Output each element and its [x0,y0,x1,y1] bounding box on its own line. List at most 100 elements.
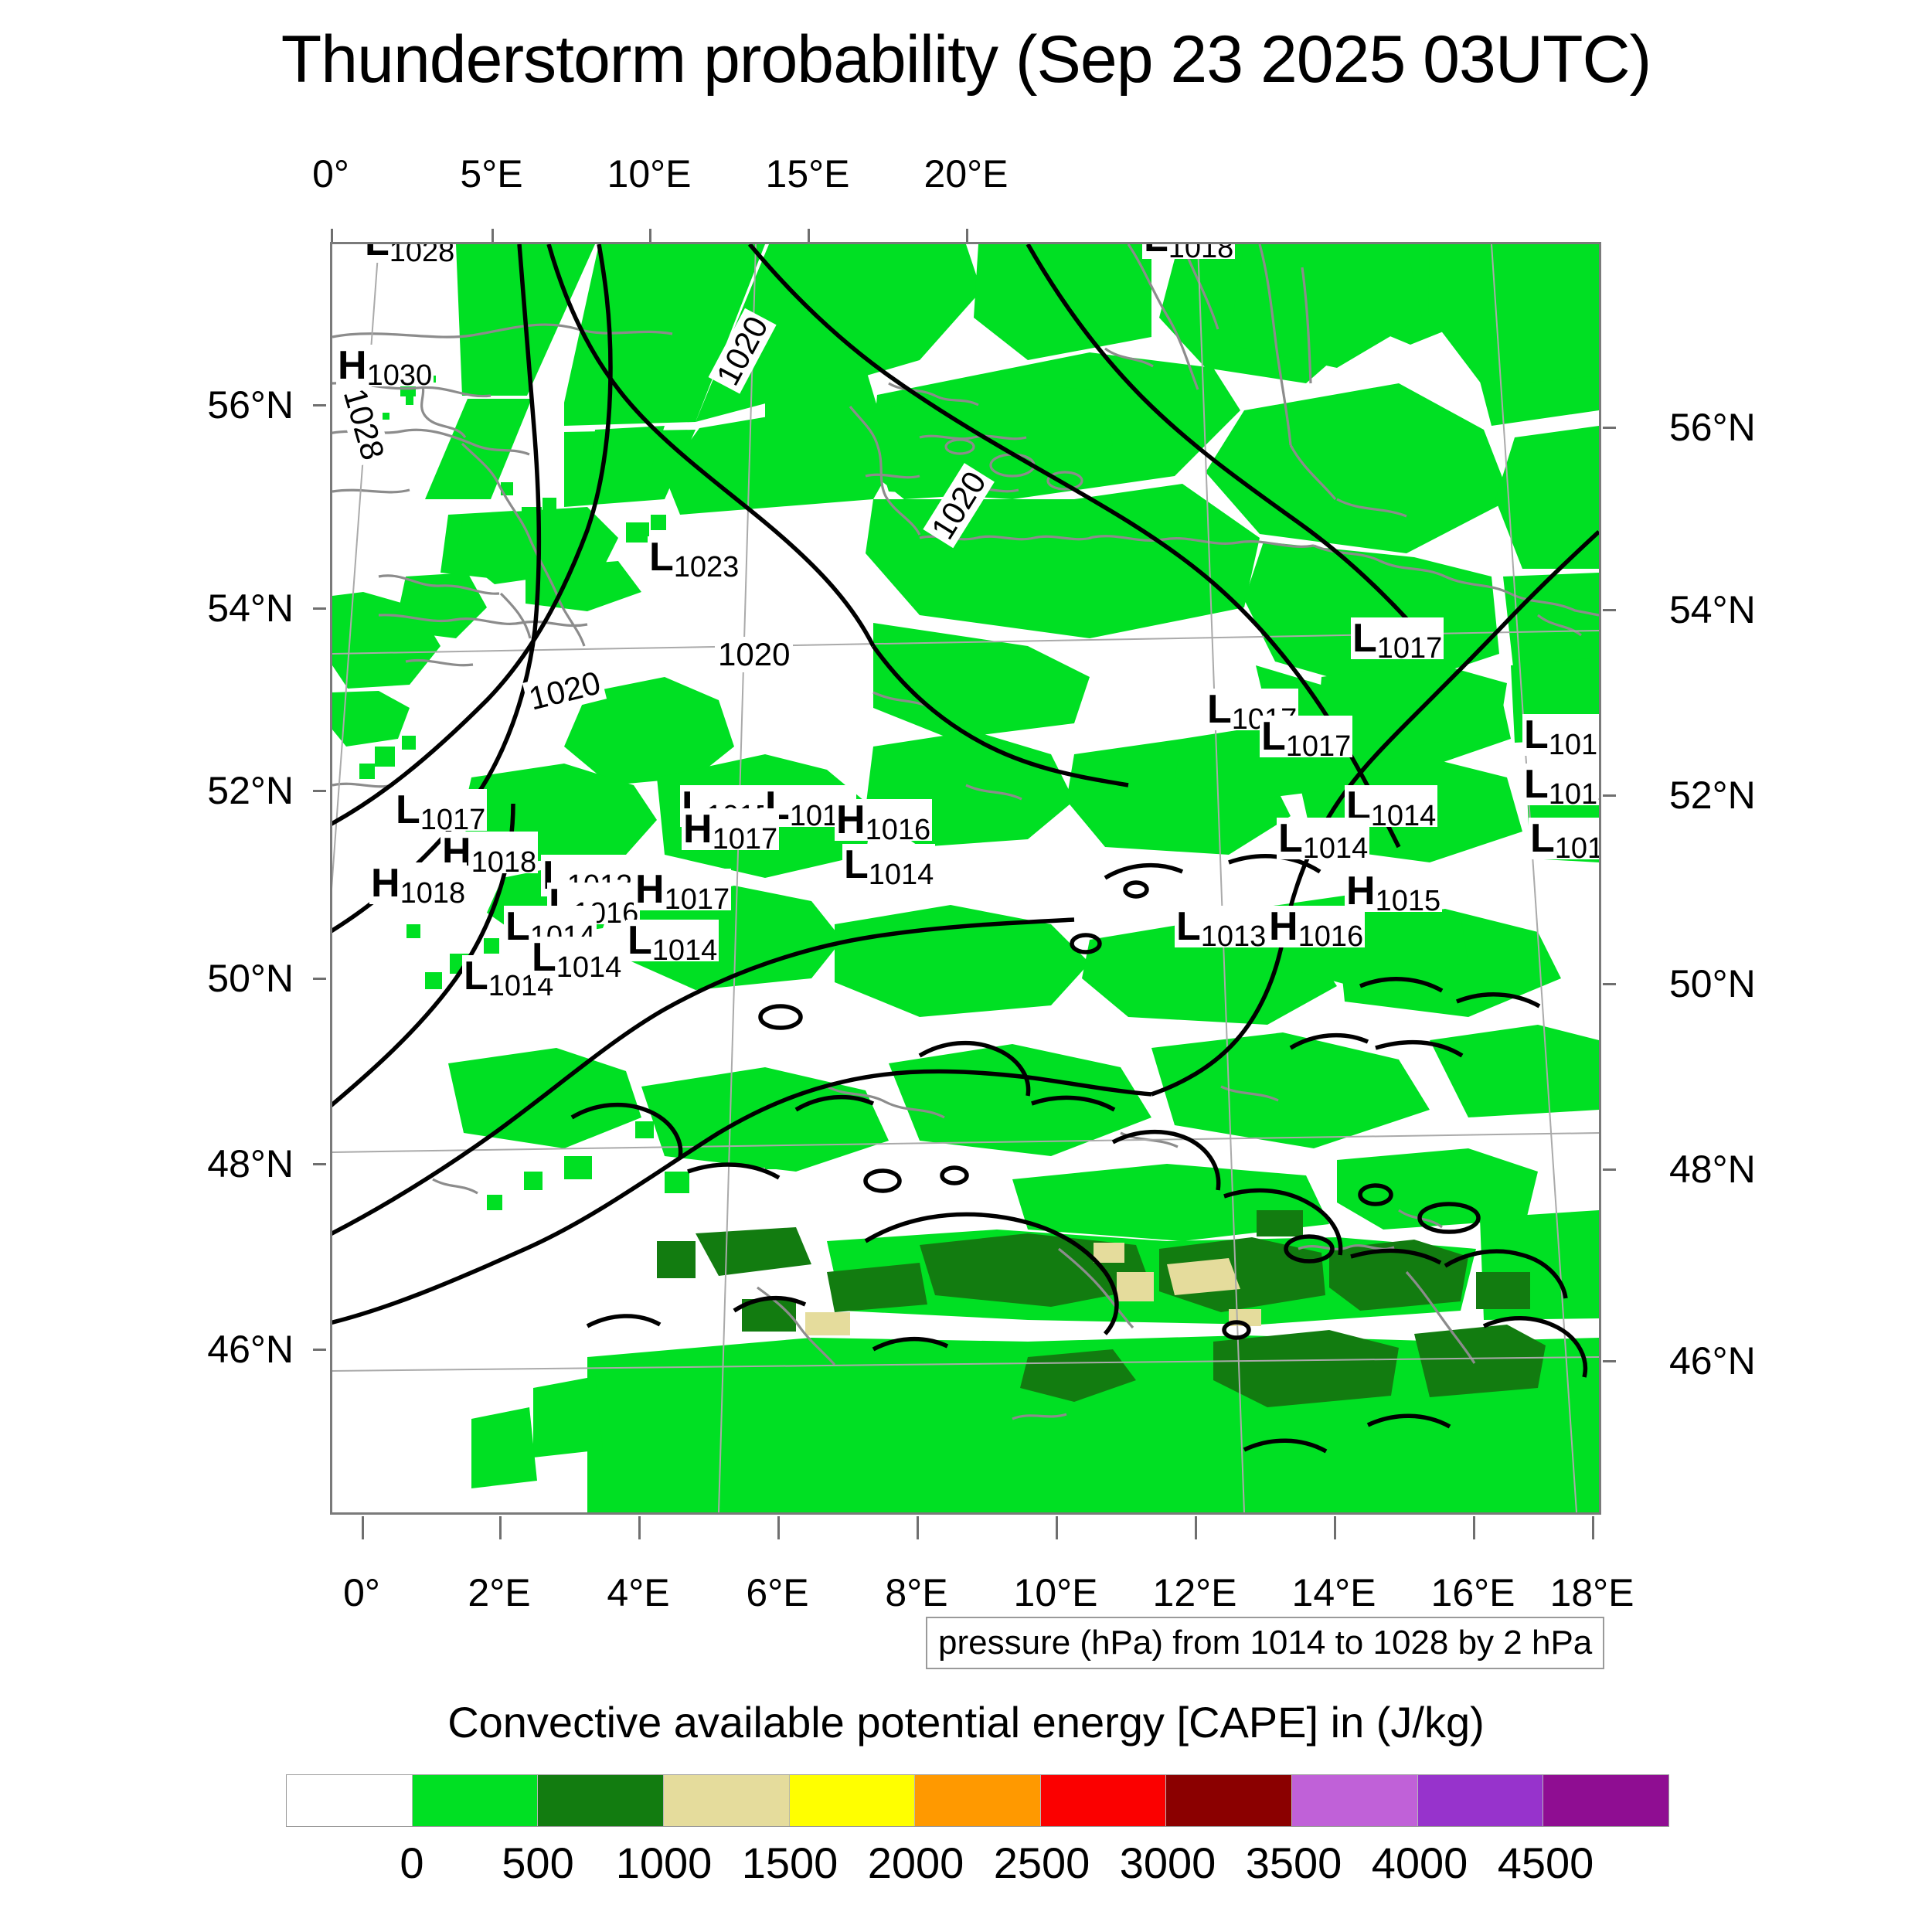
axis-bottom-label-12: 12°E [1152,1571,1237,1614]
pressure-centre-H-1017-b: H1017 [634,867,732,916]
colorbar-title: Convective available potential energy [C… [447,1698,1485,1747]
tick-top-5 [492,229,494,242]
map-canvas: 1028 1020 1020 1020 1020 L1028 H1030 L10… [332,244,1599,1512]
tick-bottom-12 [1195,1516,1197,1539]
pressure-centre-H-1018-b: H1018 [369,861,468,910]
page-title: Thunderstorm probability (Sep 23 2025 03… [281,22,1651,97]
colorbar-tick-4500: 4500 [1497,1838,1594,1887]
tick-left-50 [313,978,326,980]
axis-right-label-52: 52°N [1669,774,1756,817]
colorbar-tick-3000: 3000 [1119,1838,1216,1887]
axis-left-label-52: 52°N [207,769,294,812]
colorbar-cell-3[interactable] [663,1775,790,1826]
colorbar-cell-0[interactable] [287,1775,413,1826]
map-graphics [332,244,1599,1512]
contour-label-1020-d: 1020 [715,637,794,672]
tick-top-15 [808,229,810,242]
axis-right-label-46: 46°N [1669,1339,1756,1383]
tick-bottom-10 [1056,1516,1058,1539]
tick-bottom-0 [362,1516,364,1539]
colorbar[interactable] [286,1774,1669,1827]
pressure-centre-L-1014-e: L1014 [530,935,624,984]
tick-bottom-8 [917,1516,919,1539]
axis-bottom-label-0: 0° [343,1571,380,1614]
colorbar-ticks: 0 500 1000 1500 2000 2500 3000 3500 4000… [0,1838,1932,1892]
axis-top-label-10: 10°E [607,152,692,196]
pressure-centre-L-101-edge-b: L101 [1529,818,1599,863]
colorbar-tick-0: 0 [400,1838,424,1887]
axis-left-label-54: 54°N [207,587,294,630]
isobar-layer [332,244,1599,1454]
axis-bottom-label-18: 18°E [1549,1571,1634,1614]
axis-top-label-0: 0° [312,152,349,196]
colorbar-cell-5[interactable] [915,1775,1041,1826]
axis-top-label-20: 20°E [923,152,1009,196]
colorbar-tick-500: 500 [502,1838,574,1887]
colorbar-tick-1500: 1500 [741,1838,838,1887]
pressure-centre-L-1028: L1028 [363,244,457,267]
pressure-centre-H-1016-b: H1016 [1267,904,1366,953]
axis-bottom-label-10: 10°E [1013,1571,1098,1614]
tick-left-46 [313,1349,326,1351]
colorbar-tick-3500: 3500 [1245,1838,1342,1887]
tick-bottom-4 [638,1516,641,1539]
tick-top-10 [649,229,651,242]
tick-right-56 [1603,427,1616,429]
axis-left-label-46: 46°N [207,1328,294,1371]
axis-left-label-56: 56°N [207,383,294,427]
pressure-centre-H-1017-a: H1017 [682,807,780,855]
axis-left-label-50: 50°N [207,957,294,1000]
axis-right-label-48: 48°N [1669,1148,1756,1191]
tick-right-48 [1603,1168,1616,1171]
tick-right-50 [1603,983,1616,985]
axis-left-label-48: 48°N [207,1142,294,1185]
axis-bottom-label-8: 8°E [885,1571,948,1614]
pressure-centre-H-1015: H1015 [1345,869,1443,917]
pressure-centre-L-1014-g: L1014 [1277,816,1370,865]
pressure-centre-L-1018: L1018 [1142,244,1236,263]
colorbar-cell-2[interactable] [538,1775,664,1826]
pressure-centre-H-1018-a: H1018 [440,830,539,879]
colorbar-tick-1000: 1000 [615,1838,713,1887]
axis-right-label-56: 56°N [1669,406,1756,449]
colorbar-cell-4[interactable] [789,1775,916,1826]
tick-bottom-6 [777,1516,780,1539]
axis-bottom-label-16: 16°E [1430,1571,1515,1614]
axis-top-label-15: 15°E [765,152,850,196]
pressure-centre-L-101-edge-a: L101 [1522,713,1599,761]
tick-bottom-18 [1592,1516,1594,1539]
axis-top-label-5: 5°E [460,152,523,196]
colorbar-tick-4000: 4000 [1371,1838,1468,1887]
pressure-centre-L-1013-edge: L1013 [1522,764,1599,809]
pressure-centre-L-1014-f: L1014 [626,918,719,967]
pressure-note-box: pressure (hPa) from 1014 to 1028 by 2 hP… [926,1617,1605,1669]
tick-bottom-2 [499,1516,502,1539]
colorbar-cell-10[interactable] [1543,1775,1669,1826]
axis-bottom-label-4: 4°E [607,1571,670,1614]
tick-bottom-14 [1334,1516,1336,1539]
pressure-centre-L-1017-a: L1017 [1351,616,1444,665]
axis-bottom-label-2: 2°E [468,1571,531,1614]
tick-bottom-16 [1473,1516,1475,1539]
tick-right-46 [1603,1360,1616,1362]
colorbar-cell-6[interactable] [1040,1775,1167,1826]
tick-left-52 [313,790,326,792]
colorbar-cell-8[interactable] [1292,1775,1418,1826]
colorbar-cell-1[interactable] [412,1775,539,1826]
map-panel[interactable]: 1028 1020 1020 1020 1020 L1028 H1030 L10… [330,242,1601,1515]
pressure-centre-H-1016: H1016 [835,798,933,846]
tick-left-48 [313,1163,326,1165]
axis-right-label-50: 50°N [1669,962,1756,1005]
tick-left-56 [313,404,326,406]
tick-top-20 [966,229,968,242]
pressure-centre-H-1030: H1030 [336,343,434,392]
colorbar-cell-7[interactable] [1166,1775,1293,1826]
colorbar-tick-2500: 2500 [993,1838,1090,1887]
tick-right-52 [1603,794,1616,797]
colorbar-tick-2000: 2000 [867,1838,964,1887]
axis-bottom-label-6: 6°E [746,1571,809,1614]
colorbar-cell-9[interactable] [1417,1775,1544,1826]
tick-right-54 [1603,609,1616,611]
pressure-centre-L-1017-c: L1017 [1260,714,1353,763]
axis-bottom-label-14: 14°E [1291,1571,1376,1614]
